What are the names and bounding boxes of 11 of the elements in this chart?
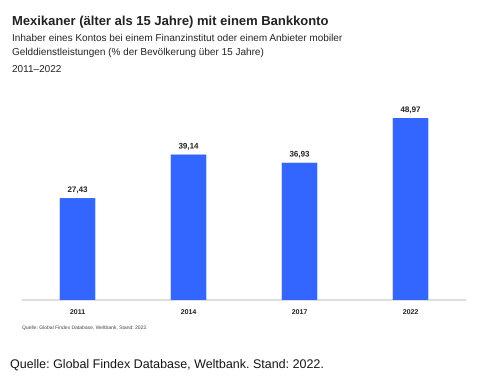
data-label: 39,14	[178, 142, 200, 151]
source-note: Quelle: Global Findex Database, Weltbank. Stand: 2022.	[10, 357, 324, 371]
data-label: 36,93	[289, 150, 310, 159]
bar	[392, 118, 428, 300]
bar	[170, 154, 206, 300]
bar	[60, 198, 96, 300]
chart-title: Mexikaner (älter als 15 Jahre) mit einem Bankkonto	[12, 13, 329, 28]
chart-subtitle: Inhaber eines Kontos bei einem Finanzinstitut oder einem Anbieter mobiler Gelddienstleistungen (% der Bevölkerung über 15 Jahre) 2011‒2022	[12, 33, 343, 75]
bar	[282, 162, 318, 300]
data-label: 27,43	[67, 185, 88, 194]
data-label: 48,97	[400, 105, 422, 114]
